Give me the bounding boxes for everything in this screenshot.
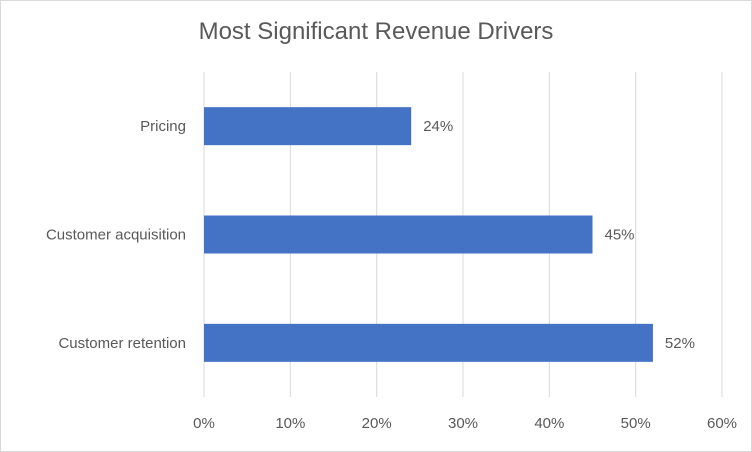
x-tick-label: 20% [362, 415, 392, 432]
bar [204, 323, 653, 362]
data-label: 24% [423, 118, 453, 135]
x-tick-label: 30% [448, 415, 478, 432]
x-tick-label: 10% [275, 415, 305, 432]
bar [204, 215, 593, 254]
category-label: Customer retention [58, 335, 186, 352]
x-tick-label: 50% [621, 415, 651, 432]
data-label: 52% [665, 335, 695, 352]
x-tick-label: 40% [534, 415, 564, 432]
x-tick-label: 60% [707, 415, 737, 432]
chart-title: Most Significant Revenue Drivers [198, 18, 554, 45]
data-label: 45% [605, 227, 635, 244]
labels: 0% 10% 20% 30% 40% 50% 60% Pricing 24% Customer a… [46, 118, 737, 432]
bar [204, 107, 412, 146]
bars [204, 107, 653, 362]
x-tick-label: 0% [193, 415, 215, 432]
category-label: Pricing [140, 118, 186, 135]
category-label: Customer acquisition [46, 227, 186, 244]
